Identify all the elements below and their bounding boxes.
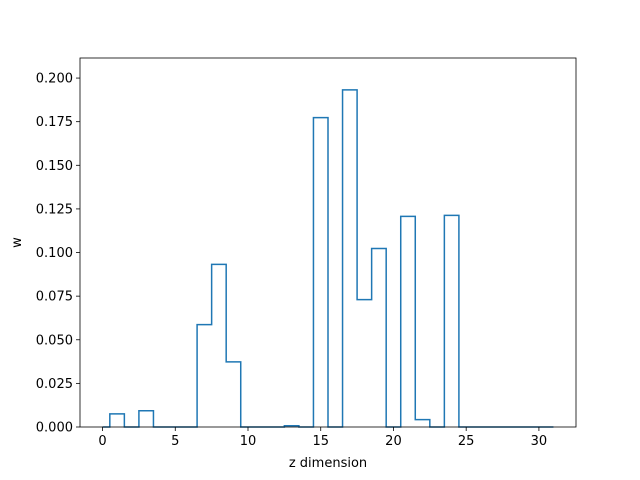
y-tick-label: 0.200 bbox=[36, 72, 73, 87]
w-step-series bbox=[102, 89, 554, 428]
axes-frame bbox=[79, 57, 577, 428]
y-tick-label: 0.025 bbox=[36, 377, 73, 392]
y-tick-label: 0.075 bbox=[36, 290, 73, 305]
y-tick-label: 0.175 bbox=[36, 115, 73, 130]
y-tick-label: 0.125 bbox=[36, 202, 73, 217]
x-tick-label: 30 bbox=[531, 434, 548, 449]
y-tick-label: 0.050 bbox=[36, 333, 73, 348]
x-tick-label: 5 bbox=[171, 434, 179, 449]
x-axis-label: z dimension bbox=[289, 456, 367, 471]
plot-area bbox=[102, 89, 554, 428]
x-tick-label: 0 bbox=[98, 434, 106, 449]
y-axis-label: w bbox=[10, 237, 25, 248]
y-tick-label: 0.000 bbox=[36, 421, 73, 436]
x-tick-label: 10 bbox=[240, 434, 257, 449]
x-tick-label: 15 bbox=[312, 434, 329, 449]
x-tick-label: 20 bbox=[385, 434, 402, 449]
y-axis: 0.000 0.025 0.050 0.075 0.100 0.125 0.150 0.175… bbox=[36, 72, 80, 436]
x-tick-label: 25 bbox=[458, 434, 475, 449]
x-axis: 0 5 10 15 20 25 30 bbox=[98, 427, 547, 449]
y-tick-label: 0.100 bbox=[36, 246, 73, 261]
y-tick-label: 0.150 bbox=[36, 159, 73, 174]
